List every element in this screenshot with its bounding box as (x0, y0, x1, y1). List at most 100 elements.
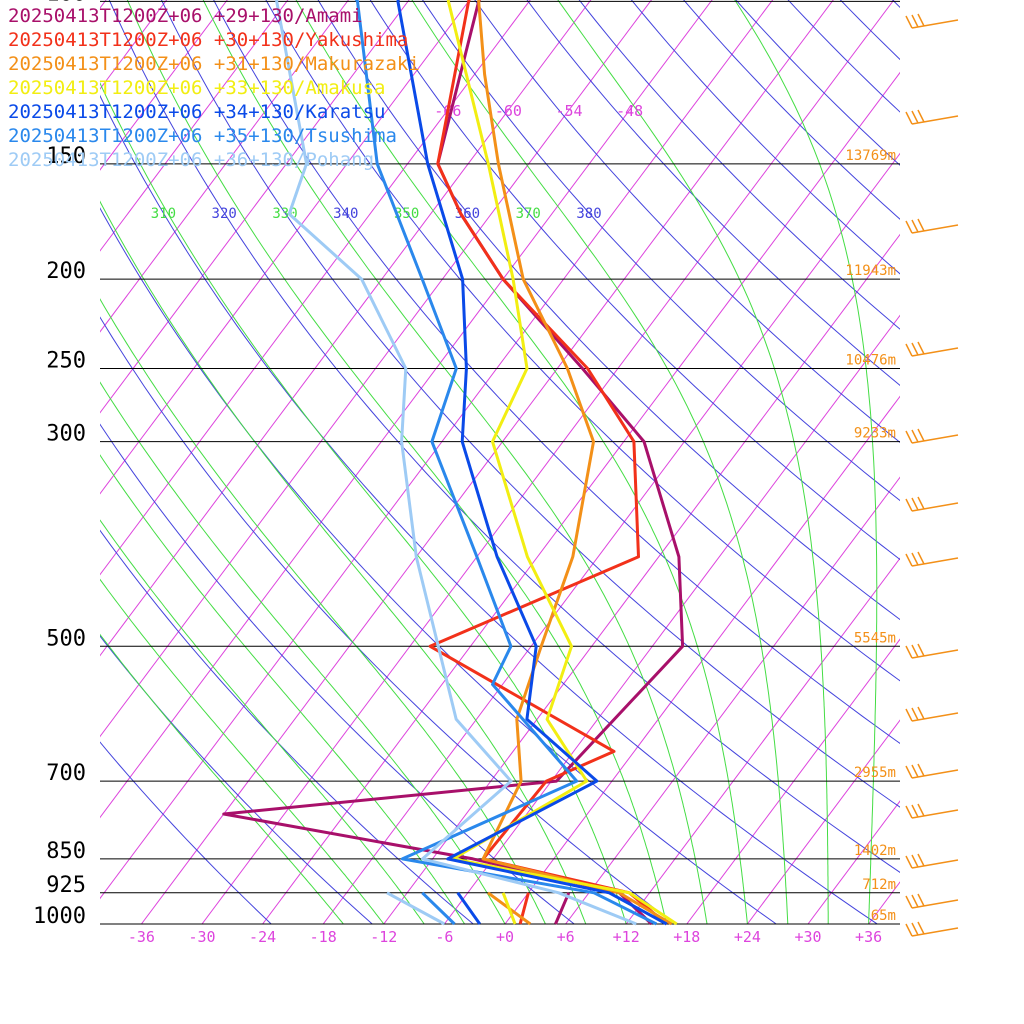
wind-barb (905, 496, 959, 512)
upper-temperature-label: -54 (555, 102, 582, 120)
legend: 20250413T1200Z+06 +29+130/Amami 20250413… (8, 4, 420, 172)
legend-entry: 20250413T1200Z+06 +29+130/Amami (8, 5, 363, 27)
isotherm (201, 0, 895, 924)
temperature-tick-label: +30 (794, 928, 821, 946)
height-label: 11943m (845, 263, 896, 279)
wind-barb (905, 218, 959, 234)
legend-entry: 20250413T1200Z+06 +35+130/Tsushima (8, 125, 397, 147)
pressure-tick-label: 925 (46, 873, 86, 898)
theta-label: 380 (576, 206, 601, 222)
height-label: 1402m (854, 843, 896, 859)
theta-label: 350 (394, 206, 419, 222)
dry-adiabat (787, 0, 900, 113)
isotherm (262, 71, 900, 924)
wind-barb-staff (905, 893, 959, 909)
temperature-profile (428, 0, 668, 926)
upper-temperature-label: -48 (616, 102, 643, 120)
theta-label: 310 (151, 206, 176, 222)
pressure-tick-label: 200 (46, 259, 86, 284)
height-label: 2955m (854, 765, 896, 781)
temperature-tick-label: +36 (855, 928, 882, 946)
isotherm (100, 0, 774, 900)
legend-entry: 20250413T1200Z+06 +31+130/Makurazaki (8, 53, 420, 75)
moist-adiabat (100, 200, 587, 924)
pressure-tick-label: 100 (46, 0, 86, 6)
pressure-tick-label: 300 (46, 422, 86, 447)
temperature-tick-label: +0 (496, 928, 514, 946)
temperature-tick-label: -30 (188, 928, 215, 946)
wind-barb-staff (905, 428, 959, 444)
moist-adiabat (100, 298, 546, 924)
dry-adiabat (100, 423, 576, 924)
height-label: 65m (871, 908, 896, 924)
wind-barb-staff (905, 643, 959, 659)
dewpoint-profile (554, 892, 571, 925)
isotherm (100, 0, 713, 819)
theta-label: 320 (212, 206, 237, 222)
height-label: 13769m (845, 148, 896, 164)
dry-adiabat (100, 741, 272, 924)
wind-barb (905, 643, 959, 659)
moist-adiabat (126, 0, 668, 924)
height-label: 16281m (845, 0, 896, 1)
dry-adiabat (898, 0, 1024, 936)
isotherm (746, 719, 900, 924)
dry-adiabat (100, 635, 374, 924)
pressure-tick-label: 1000 (33, 904, 86, 929)
wind-barb (905, 763, 959, 779)
temperature-tick-label: -6 (435, 928, 453, 946)
dry-adiabat (100, 529, 475, 924)
pressure-tick-label: 150 (46, 144, 86, 169)
temperature-profile (275, 0, 637, 926)
pressure-tick-label: 700 (46, 761, 86, 786)
theta-label: 370 (516, 206, 541, 222)
temperature-tick-label: +18 (673, 928, 700, 946)
moist-adiabat (411, 0, 789, 924)
temperature-tick-label: -18 (310, 928, 337, 946)
wind-barb (905, 551, 959, 567)
wind-barb (905, 921, 959, 937)
legend-entry: 20250413T1200Z+06 +34+130/Karatsu (8, 101, 386, 123)
isotherm (140, 0, 834, 924)
temperature-profile (354, 0, 658, 926)
dry-adiabat (807, 0, 1024, 936)
wind-barb-staff (905, 109, 959, 125)
dry-adiabat (474, 0, 900, 444)
wind-barb-staff (905, 921, 959, 937)
moist-adiabat (557, 0, 829, 924)
dry-adiabat (578, 0, 900, 330)
wind-barb (905, 13, 959, 29)
isotherm (100, 0, 531, 576)
theta-label: 340 (333, 206, 358, 222)
isotherm (383, 233, 900, 924)
pressure-tick-label: 850 (46, 839, 86, 864)
moist-adiabat (100, 633, 344, 924)
axis-labels: 100 150 200 250 300 500 700 850 925 1000 16281m 137… (33, 0, 896, 946)
wind-barb (905, 706, 959, 722)
wind-barb-staff (905, 551, 959, 567)
wind-barb (905, 853, 959, 869)
wind-barb (905, 893, 959, 909)
height-label: 9233m (854, 426, 896, 442)
wind-barb (905, 428, 959, 444)
isotherm (504, 395, 900, 924)
legend-entry: 20250413T1200Z+06 +33+130/Amakusa (8, 77, 386, 99)
isotherm (100, 0, 410, 414)
upper-temperature-label: -60 (495, 102, 522, 120)
dewpoint-profile (421, 891, 456, 926)
dry-adiabat (891, 0, 900, 9)
dewpoint-profile (501, 892, 517, 925)
isotherm (100, 0, 592, 657)
wind-barbs (905, 13, 959, 937)
moist-adiabat (100, 519, 425, 924)
height-label: 10476m (845, 353, 896, 369)
temperature-tick-label: +6 (557, 928, 575, 946)
wind-barb-staff (905, 341, 959, 357)
temperature-tick-label: -24 (249, 928, 276, 946)
moist-adiabat (100, 578, 385, 924)
pressure-tick-label: 500 (46, 626, 86, 651)
wind-barb-staff (905, 218, 959, 234)
moist-adiabat (100, 82, 627, 924)
legend-entry: 20250413T1200Z+06 +36+130/Pohang (8, 149, 375, 171)
temperature-tick-label: -12 (370, 928, 397, 946)
